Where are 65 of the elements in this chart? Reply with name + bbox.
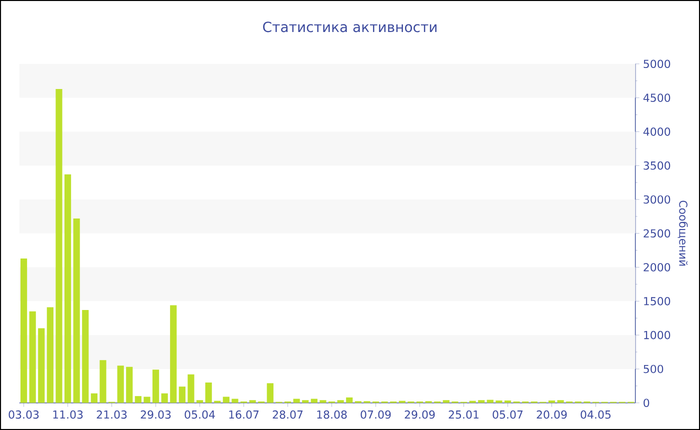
bar	[46, 307, 54, 403]
y-tick-label: 4000	[643, 128, 670, 136]
y-tick-label: 1000	[644, 330, 670, 340]
bar	[178, 386, 186, 403]
bar	[266, 383, 274, 403]
bar	[152, 370, 160, 403]
x-tick-label: 03.03	[8, 410, 39, 419]
chart-title: Статистика активности	[263, 22, 436, 32]
x-tick-label: 11.03	[53, 410, 83, 419]
x-tick-label: 28.07	[272, 410, 303, 419]
x-tick-label: 18.08	[317, 410, 347, 419]
y-tick-label: 5000	[644, 60, 670, 68]
bar	[232, 398, 238, 403]
bar	[557, 400, 564, 403]
bar	[100, 360, 106, 403]
bar	[504, 400, 512, 403]
x-tick-label: 16.07	[229, 410, 259, 419]
bar	[249, 400, 256, 403]
y-tick-label: 3000	[644, 195, 670, 204]
bar	[117, 366, 124, 403]
bar	[496, 400, 502, 403]
bar	[293, 398, 300, 403]
bar	[64, 174, 72, 403]
bar	[38, 328, 45, 403]
bar	[170, 305, 177, 403]
x-tick-label: 07.09	[360, 410, 391, 419]
bar	[134, 396, 142, 403]
bar	[82, 310, 89, 403]
x-tick-label: 05.07	[492, 410, 523, 419]
bar	[346, 397, 353, 403]
bar	[161, 393, 168, 403]
y-tick-label: 2000	[644, 263, 670, 272]
y-tick-label: 0	[644, 398, 650, 408]
bar	[144, 396, 150, 403]
bar	[302, 400, 309, 403]
x-tick-label: 29.03	[140, 410, 171, 419]
y-tick-label: 2500	[644, 229, 670, 238]
x-tick-label: 04.05	[580, 410, 611, 419]
bar	[73, 218, 80, 403]
y-tick-label: 3500	[644, 161, 670, 170]
x-tick-label: 25.01	[448, 410, 478, 419]
x-tick-label: 05.04	[184, 410, 215, 419]
bar	[20, 258, 28, 403]
bar	[222, 396, 230, 403]
bar	[196, 400, 204, 403]
bar	[310, 398, 318, 403]
y-tick-label: 1500	[644, 297, 670, 306]
bar	[205, 382, 212, 403]
y-axis-title: Сообщений	[678, 200, 688, 266]
bar	[90, 393, 98, 403]
bar	[548, 400, 556, 403]
bar	[486, 400, 494, 403]
bar	[442, 400, 450, 403]
x-tick-label: 20.09	[536, 410, 567, 419]
bar	[29, 311, 36, 403]
bar	[478, 400, 485, 403]
bar	[56, 88, 62, 403]
bar	[188, 374, 194, 403]
y-tick-label: 500	[644, 364, 664, 374]
bar	[320, 400, 326, 403]
x-tick-label: 29.09	[404, 410, 435, 419]
y-tick-label: 4500	[643, 94, 670, 102]
x-tick-label: 21.03	[96, 410, 127, 419]
bar	[337, 400, 344, 403]
bar	[126, 366, 133, 403]
